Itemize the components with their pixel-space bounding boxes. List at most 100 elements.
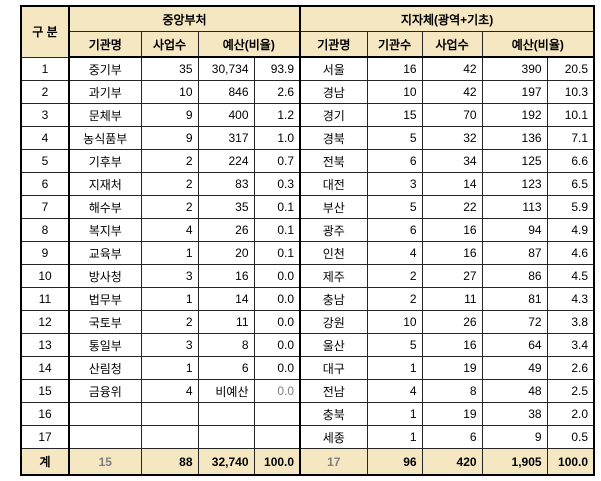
central-project-count: 2	[140, 172, 199, 196]
central-agency-name: 중기부	[68, 56, 142, 81]
central-agency-name: 교육부	[68, 241, 142, 265]
local-ratio: 2.0	[546, 402, 596, 426]
total-local-budget: 1,905	[481, 448, 548, 476]
local-agency-name: 울산	[299, 333, 368, 357]
central-project-count: 9	[140, 126, 199, 150]
local-project-count: 14	[421, 172, 483, 196]
central-budget	[197, 425, 255, 449]
central-project-count: 1	[140, 241, 199, 265]
row-number: 4	[20, 126, 70, 150]
local-project-count: 34	[421, 149, 483, 173]
local-agency-name: 서울	[299, 56, 368, 81]
central-ratio: 93.9	[253, 56, 301, 81]
table-row: 10 방사청 3 16 0.0 제주 2 27 86 4.5	[20, 264, 596, 288]
total-local-projects: 420	[421, 448, 483, 476]
central-budget: 비예산	[197, 379, 255, 403]
local-ratio: 20.5	[546, 56, 596, 81]
local-budget: 86	[481, 264, 548, 288]
row-number: 1	[20, 56, 70, 81]
central-agency-name: 해수부	[68, 195, 142, 219]
central-budget: 35	[197, 195, 255, 219]
central-project-count: 3	[140, 264, 199, 288]
table-row: 11 법무부 1 14 0.0 충남 2 11 81 4.3	[20, 287, 596, 311]
central-project-count	[140, 402, 199, 426]
local-ratio: 10.3	[546, 80, 596, 104]
row-number: 11	[20, 287, 70, 311]
local-agency-name: 세종	[299, 425, 368, 449]
local-project-count: 11	[421, 287, 483, 311]
central-project-count: 4	[140, 379, 199, 403]
row-number: 2	[20, 80, 70, 104]
table-row: 3 문체부 9 400 1.2 경기 15 70 192 10.1	[20, 103, 596, 127]
total-central-projects: 88	[140, 448, 199, 476]
local-agency-count: 3	[366, 172, 423, 196]
local-project-count: 16	[421, 241, 483, 265]
local-agency-count: 15	[366, 103, 423, 127]
central-project-count: 9	[140, 103, 199, 127]
central-budget: 30,734	[197, 56, 255, 81]
local-ratio: 6.5	[546, 172, 596, 196]
row-number: 8	[20, 218, 70, 242]
local-ratio: 3.4	[546, 333, 596, 357]
central-ratio: 0.0	[253, 264, 301, 288]
central-agency-name: 국토부	[68, 310, 142, 334]
local-budget: 197	[481, 80, 548, 104]
local-project-count: 26	[421, 310, 483, 334]
local-budget: 390	[481, 56, 548, 81]
table-row: 1 중기부 35 30,734 93.9 서울 16 42 390 20.5	[20, 56, 596, 81]
central-budget: 6	[197, 356, 255, 380]
local-project-count: 16	[421, 218, 483, 242]
local-agency-count: 4	[366, 241, 423, 265]
central-agency-name: 산림청	[68, 356, 142, 380]
local-budget: 9	[481, 425, 548, 449]
row-number: 14	[20, 356, 70, 380]
local-agency-name: 전남	[299, 379, 368, 403]
row-number: 17	[20, 425, 70, 449]
local-budget: 64	[481, 333, 548, 357]
central-agency-name: 과기부	[68, 80, 142, 104]
row-number: 10	[20, 264, 70, 288]
central-budget: 400	[197, 103, 255, 127]
local-budget: 192	[481, 103, 548, 127]
table-header: 구 분 중앙부처 지자체(광역+기초) 기관명 사업수 예산(비율) 기관명 기…	[20, 5, 596, 58]
central-project-count: 2	[140, 195, 199, 219]
central-budget: 20	[197, 241, 255, 265]
section-title-local: 지자체(광역+기초)	[299, 5, 596, 32]
local-agency-name: 경북	[299, 126, 368, 150]
table-row: 17 세종 1 6 9 0.5	[20, 425, 596, 449]
table-row: 16 충북 1 19 38 2.0	[20, 402, 596, 426]
local-budget: 49	[481, 356, 548, 380]
local-ratio: 2.6	[546, 356, 596, 380]
central-project-count: 1	[140, 356, 199, 380]
local-budget: 72	[481, 310, 548, 334]
table-row: 5 기후부 2 224 0.7 전북 6 34 125 6.6	[20, 149, 596, 173]
local-agency-name: 대전	[299, 172, 368, 196]
local-budget: 38	[481, 402, 548, 426]
local-agency-name: 충남	[299, 287, 368, 311]
central-budget: 8	[197, 333, 255, 357]
central-project-count: 4	[140, 218, 199, 242]
local-agency-name: 경남	[299, 80, 368, 104]
local-project-count: 70	[421, 103, 483, 127]
local-agency-name: 충북	[299, 402, 368, 426]
central-agency-name	[68, 425, 142, 449]
column-header-local-budget: 예산(비율)	[481, 31, 596, 58]
local-agency-count: 10	[366, 80, 423, 104]
local-project-count: 16	[421, 333, 483, 357]
total-row: 계 15 88 32,740 100.0 17 96 420 1,905 100…	[20, 448, 596, 476]
central-project-count: 2	[140, 310, 199, 334]
central-ratio: 0.1	[253, 241, 301, 265]
column-header-local-agency: 기관명	[299, 31, 368, 58]
central-ratio: 0.0	[253, 287, 301, 311]
total-local-agency-count: 17	[299, 448, 368, 476]
local-budget: 123	[481, 172, 548, 196]
table-row: 6 지재처 2 83 0.3 대전 3 14 123 6.5	[20, 172, 596, 196]
total-label: 계	[20, 448, 70, 476]
budget-table-container: 구 분 중앙부처 지자체(광역+기초) 기관명 사업수 예산(비율) 기관명 기…	[20, 5, 596, 476]
column-header-central-budget: 예산(비율)	[197, 31, 301, 58]
table-row: 13 통일부 3 8 0.0 울산 5 16 64 3.4	[20, 333, 596, 357]
local-ratio: 7.1	[546, 126, 596, 150]
local-budget: 48	[481, 379, 548, 403]
local-agency-count: 5	[366, 333, 423, 357]
local-ratio: 4.3	[546, 287, 596, 311]
